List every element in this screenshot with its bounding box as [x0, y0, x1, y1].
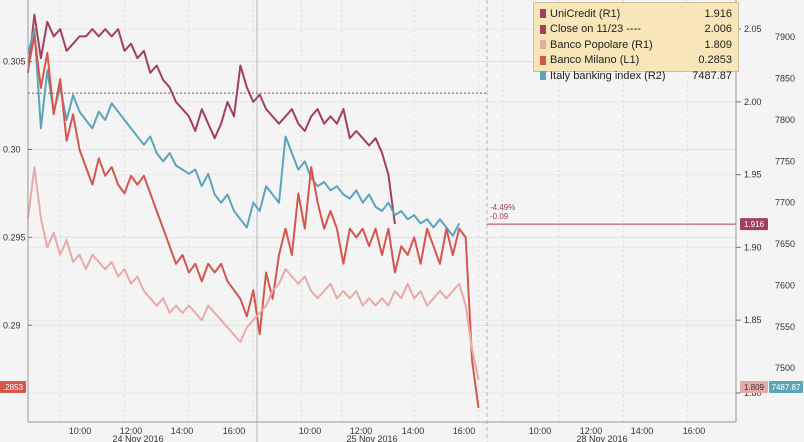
x-time-label: 16:00 [453, 426, 476, 436]
value-tag-box [0, 381, 26, 393]
x-date-label: 25 Nov 2016 [346, 434, 397, 442]
x-time-label: 14:00 [631, 426, 654, 436]
r1-tick-label: 2.00 [744, 97, 762, 107]
change-annotation: -4.49% [490, 203, 515, 212]
left-tick-label: 0.29 [3, 320, 21, 330]
r2-tick-label: 7750 [775, 156, 795, 166]
r2-tick-label: 7500 [775, 363, 795, 373]
value-tag-label: .2853 [3, 383, 24, 392]
legend-value: 2.006 [704, 23, 732, 36]
x-time-label: 14:00 [402, 426, 425, 436]
value-tag-box [740, 218, 768, 231]
r2-tick-label: 7900 [775, 32, 795, 42]
x-time-label: 16:00 [223, 426, 246, 436]
x-time-label: 16:00 [683, 426, 706, 436]
series-line [27, 28, 461, 237]
r1-tick-label: 1.90 [744, 242, 762, 252]
x-time-label: 14:00 [171, 426, 194, 436]
series-line [27, 166, 480, 381]
r1-tick-label: 2.05 [744, 24, 762, 34]
value-tag-label: 1.809 [744, 383, 765, 392]
r2-tick-label: 7700 [775, 198, 795, 208]
r1-tick-label: 1.85 [744, 315, 762, 325]
left-tick-label: 0.30 [3, 144, 21, 154]
left-tick-label: 0.295 [3, 232, 26, 242]
legend-value: 7487.87 [692, 69, 732, 82]
legend-swatch [540, 24, 546, 34]
x-time-label: 12:00 [120, 426, 143, 436]
value-tag-box [740, 381, 768, 393]
r2-tick-label: 7800 [775, 115, 795, 125]
legend-value: 1.916 [704, 7, 732, 20]
x-date-label: 28 Nov 2016 [576, 434, 627, 442]
x-time-label: 12:00 [580, 426, 603, 436]
legend-value: 0.2853 [698, 54, 732, 67]
legend-label: Banco Milano (L1) [550, 54, 640, 67]
series-line [27, 34, 480, 409]
legend-swatch [540, 71, 546, 81]
x-time-label: 10:00 [299, 426, 322, 436]
legend-label: Italy banking index (R2) [550, 69, 666, 82]
legend-swatch [540, 9, 546, 19]
legend-row: Close on 11/23 ---- 2.006 [540, 22, 732, 38]
r2-tick-label: 7850 [775, 74, 795, 84]
r2-tick-label: 7550 [775, 322, 795, 332]
r2-tick-label: 7600 [775, 280, 795, 290]
legend-box: UniCredit (R1) 1.916 Close on 11/23 ----… [533, 2, 739, 82]
change-annotation: -0.09 [490, 212, 509, 221]
value-tag-label: 1.916 [744, 220, 765, 229]
series-layer [27, 13, 738, 409]
tag-layer: -4.49%-0.09 1.916 1.809 7487.87 .2853 [0, 203, 803, 393]
r1-tick-label: 1.95 [744, 170, 762, 180]
legend-label: Close on 11/23 ---- [550, 23, 641, 36]
x-time-label: 10:00 [69, 426, 92, 436]
r2-tick-label: 7650 [775, 239, 795, 249]
legend-row: Italy banking index (R2) 7487.87 [540, 68, 732, 84]
x-date-label: 24 Nov 2016 [112, 434, 163, 442]
legend-swatch [540, 40, 546, 50]
legend-row: Banco Milano (L1) 0.2853 [540, 53, 732, 69]
legend-swatch [540, 55, 546, 65]
legend-label: Banco Popolare (R1) [550, 38, 653, 51]
value-tag-box [769, 381, 803, 393]
value-tag-label: 7487.87 [772, 383, 801, 392]
x-time-label: 10:00 [529, 426, 552, 436]
left-tick-label: 0.305 [3, 57, 26, 67]
legend-row: UniCredit (R1) 1.916 [540, 6, 732, 22]
series-line [27, 13, 396, 225]
legend-row: Banco Popolare (R1) 1.809 [540, 37, 732, 53]
legend-label: UniCredit (R1) [550, 7, 621, 20]
x-time-label: 12:00 [350, 426, 373, 436]
legend-value: 1.809 [704, 38, 732, 51]
